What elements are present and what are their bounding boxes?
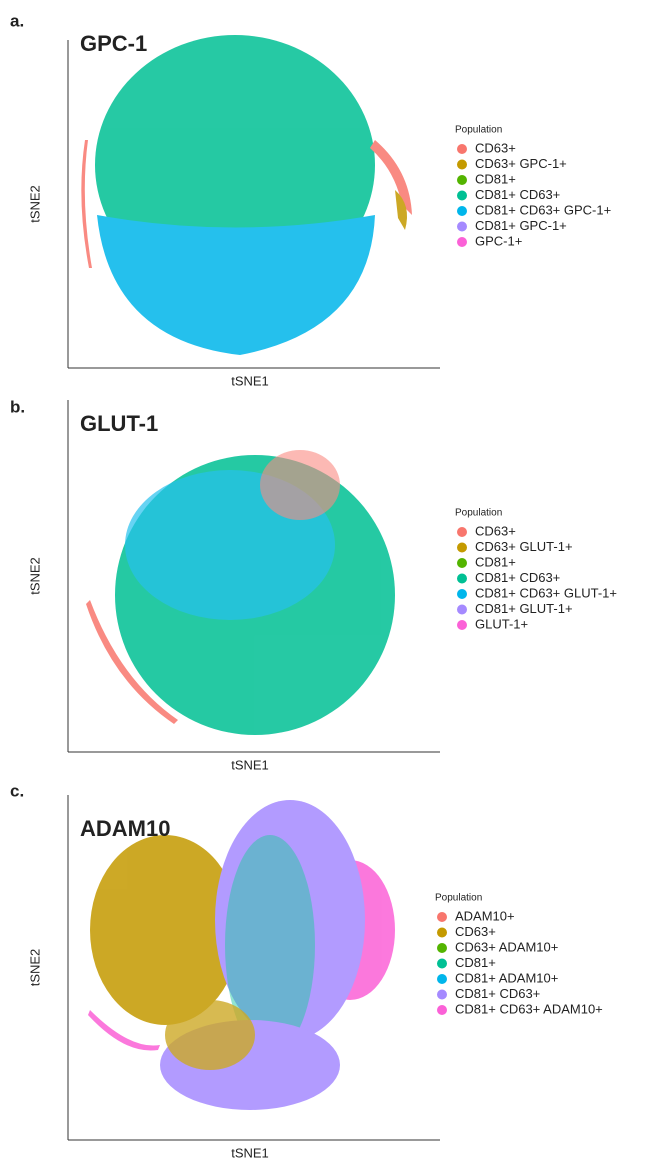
legend-swatch — [437, 1005, 447, 1015]
legend-title: Population — [455, 125, 502, 136]
panel-title: GLUT-1 — [80, 411, 158, 436]
legend-swatch — [457, 542, 467, 553]
x-axis-label: tSNE1 — [231, 373, 269, 388]
legend-swatch — [437, 974, 447, 984]
legend-label: CD81+ GPC-1+ — [475, 218, 567, 233]
y-axis-label: tSNE2 — [27, 949, 42, 987]
legend-swatch — [437, 989, 447, 1000]
legend-label: CD81+ — [455, 955, 496, 970]
y-axis-label: tSNE2 — [27, 557, 42, 595]
x-axis-label: tSNE1 — [231, 757, 269, 772]
legend-title: Population — [455, 508, 502, 519]
legend-swatch — [457, 221, 467, 232]
legend-swatch — [457, 589, 467, 599]
legend-label: CD63+ — [475, 523, 516, 538]
x-axis-label: tSNE1 — [231, 1145, 269, 1160]
legend-swatch — [457, 573, 467, 584]
legend-label: ADAM10+ — [455, 908, 515, 923]
legend-label: CD81+ — [475, 171, 516, 186]
panel-b-clusters — [86, 450, 395, 735]
legend-swatch — [437, 927, 447, 938]
legend-swatch — [457, 558, 467, 568]
legend-swatch — [457, 237, 467, 247]
legend-label: CD81+ CD63+ ADAM10+ — [455, 1001, 603, 1016]
legend-label: CD81+ — [475, 554, 516, 569]
panel-a-clusters — [81, 35, 412, 355]
legend-swatch — [457, 159, 467, 170]
legend-swatch — [457, 206, 467, 216]
panel-letter: b. — [10, 397, 25, 416]
legend-swatch — [457, 190, 467, 201]
legend-label: CD81+ GLUT-1+ — [475, 601, 573, 616]
legend-label: CD81+ ADAM10+ — [455, 970, 558, 985]
legend-label: CD81+ CD63+ GPC-1+ — [475, 202, 611, 217]
legend-swatch — [437, 912, 447, 922]
legend-label: CD81+ CD63+ GLUT-1+ — [475, 585, 617, 600]
legend-label: CD63+ — [475, 140, 516, 155]
legend-label: CD63+ — [455, 924, 496, 939]
panel-c-clusters — [88, 800, 395, 1110]
panel-title: GPC-1 — [80, 31, 147, 56]
legend-swatch — [457, 604, 467, 615]
legend-swatch — [457, 144, 467, 154]
legend-label: CD81+ CD63+ — [455, 986, 540, 1001]
panel-letter: a. — [10, 11, 24, 30]
legend-swatch — [437, 958, 447, 969]
legend-label: CD81+ CD63+ — [475, 187, 560, 202]
legend-label: GPC-1+ — [475, 233, 522, 248]
legend-label: CD63+ ADAM10+ — [455, 939, 558, 954]
legend-swatch — [437, 943, 447, 953]
legend-label: CD63+ GLUT-1+ — [475, 539, 573, 554]
legend-title: Population — [435, 893, 482, 904]
legend-label: CD63+ GPC-1+ — [475, 156, 567, 171]
legend-swatch — [457, 175, 467, 185]
legend-label: GLUT-1+ — [475, 616, 528, 631]
legend-swatch — [457, 620, 467, 630]
legend-swatch — [457, 527, 467, 537]
panel-letter: c. — [10, 781, 24, 800]
y-axis-label: tSNE2 — [27, 185, 42, 223]
panel-title: ADAM10 — [80, 816, 170, 841]
legend-label: CD81+ CD63+ — [475, 570, 560, 585]
